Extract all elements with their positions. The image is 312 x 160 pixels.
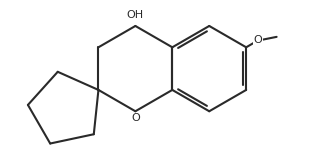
Text: O: O bbox=[132, 113, 140, 123]
Text: OH: OH bbox=[127, 10, 144, 20]
Text: O: O bbox=[253, 35, 262, 45]
